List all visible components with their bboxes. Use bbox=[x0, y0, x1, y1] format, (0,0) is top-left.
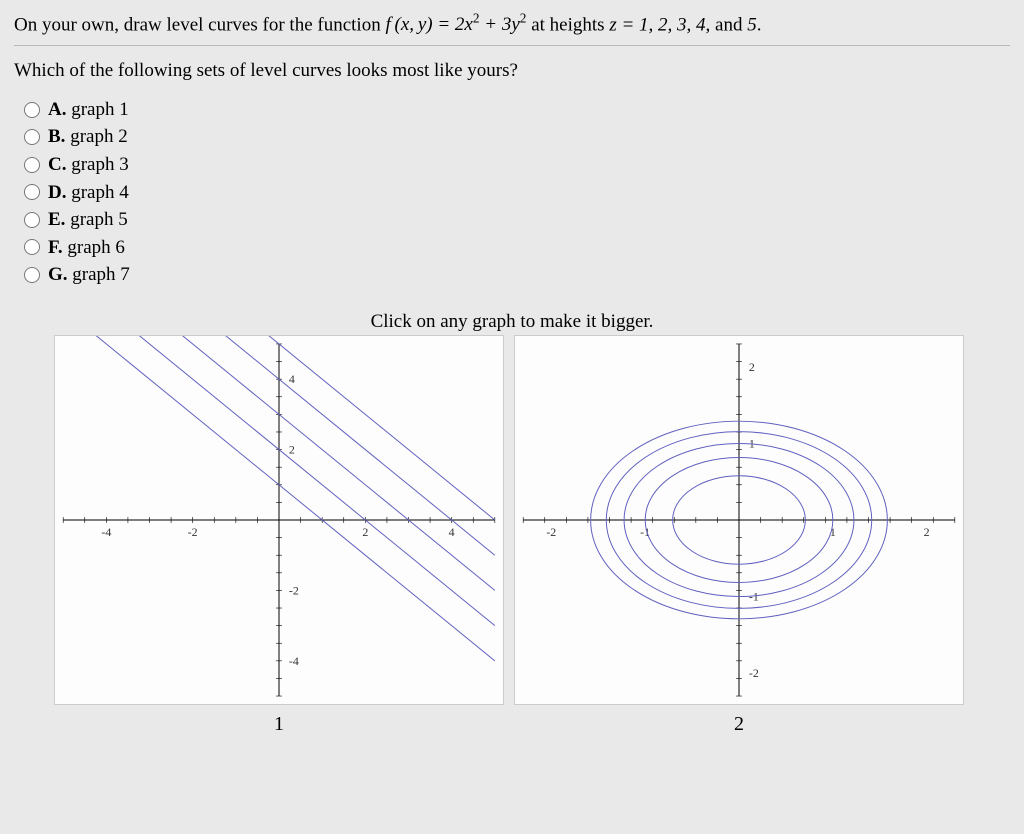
svg-text:4: 4 bbox=[449, 525, 455, 539]
graph-2-wrap: -2-112-2-112 2 bbox=[514, 335, 964, 736]
svg-text:2: 2 bbox=[362, 525, 368, 539]
svg-text:-2: -2 bbox=[289, 583, 299, 597]
options-group: A. graph 1 B. graph 2 C. graph 3 D. grap… bbox=[14, 96, 1010, 289]
option-a[interactable]: A. graph 1 bbox=[24, 96, 1010, 124]
option-g[interactable]: G. graph 7 bbox=[24, 261, 1010, 289]
graphs-row: -4-224-4-224 1 -2-112-2-112 2 bbox=[14, 335, 1010, 736]
radio-b[interactable] bbox=[24, 129, 40, 145]
radio-a[interactable] bbox=[24, 102, 40, 118]
option-letter: D. bbox=[48, 182, 66, 203]
svg-text:2: 2 bbox=[924, 525, 930, 539]
svg-text:-2: -2 bbox=[749, 666, 759, 680]
option-label: graph 3 bbox=[71, 154, 129, 175]
option-label: graph 6 bbox=[67, 237, 125, 258]
option-letter: C. bbox=[48, 154, 66, 175]
graph-1-number: 1 bbox=[54, 713, 504, 736]
graph-1[interactable]: -4 -2 2 4 -4 -2 2 4 bbox=[54, 335, 504, 705]
svg-text:-2: -2 bbox=[546, 525, 556, 539]
option-letter: G. bbox=[48, 264, 68, 285]
option-label: graph 5 bbox=[70, 209, 128, 230]
prompt-mid: at heights bbox=[531, 14, 609, 35]
graph-2[interactable]: -2-112-2-112 bbox=[514, 335, 964, 705]
svg-text:2: 2 bbox=[289, 442, 295, 456]
function-expression: f (x, y) = 2x2 + 3y2 bbox=[385, 14, 526, 35]
heights-last: 5 bbox=[747, 14, 757, 35]
prompt-pre: On your own, draw level curves for the f… bbox=[14, 14, 385, 35]
option-f[interactable]: F. graph 6 bbox=[24, 234, 1010, 262]
svg-text:2: 2 bbox=[749, 360, 755, 374]
option-letter: E. bbox=[48, 209, 65, 230]
svg-text:-2: -2 bbox=[188, 525, 198, 539]
radio-g[interactable] bbox=[24, 267, 40, 283]
graph-2-number: 2 bbox=[514, 713, 964, 736]
and-word: and bbox=[715, 14, 747, 35]
prompt-post: . bbox=[757, 14, 762, 35]
option-letter: F. bbox=[48, 237, 63, 258]
option-letter: A. bbox=[48, 99, 66, 120]
svg-text:4: 4 bbox=[289, 372, 295, 386]
option-label: graph 7 bbox=[72, 264, 130, 285]
option-b[interactable]: B. graph 2 bbox=[24, 123, 1010, 151]
option-label: graph 2 bbox=[70, 126, 128, 147]
radio-f[interactable] bbox=[24, 239, 40, 255]
radio-c[interactable] bbox=[24, 157, 40, 173]
radio-d[interactable] bbox=[24, 184, 40, 200]
option-c[interactable]: C. graph 3 bbox=[24, 151, 1010, 179]
divider bbox=[14, 45, 1010, 46]
option-label: graph 4 bbox=[71, 182, 129, 203]
svg-text:-4: -4 bbox=[289, 654, 299, 668]
graph-1-wrap: -4 -2 2 4 -4 -2 2 4 1 bbox=[54, 335, 504, 736]
option-e[interactable]: E. graph 5 bbox=[24, 206, 1010, 234]
option-label: graph 1 bbox=[71, 99, 129, 120]
instruction-text: Click on any graph to make it bigger. bbox=[14, 311, 1010, 333]
svg-text:-4: -4 bbox=[101, 525, 111, 539]
radio-e[interactable] bbox=[24, 212, 40, 228]
question-text: Which of the following sets of level cur… bbox=[14, 60, 1010, 82]
option-letter: B. bbox=[48, 126, 65, 147]
heights-expression: z = 1, 2, 3, 4, bbox=[609, 14, 710, 35]
option-d[interactable]: D. graph 4 bbox=[24, 179, 1010, 207]
prompt-text: On your own, draw level curves for the f… bbox=[14, 10, 1010, 39]
